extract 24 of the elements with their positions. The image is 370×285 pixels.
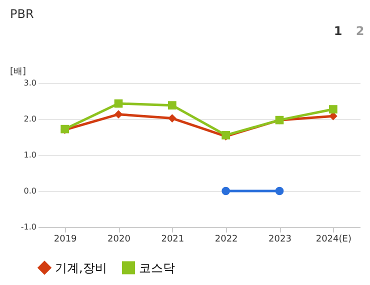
- legend-label: 코스닥: [139, 260, 175, 275]
- point: [168, 101, 176, 110]
- point: [114, 110, 123, 119]
- legend-label: 기계,장비: [55, 260, 107, 275]
- point: [328, 105, 338, 114]
- x-tick-label: 2024(E): [316, 234, 352, 244]
- y-axis-title: [배]: [10, 67, 26, 77]
- point: [275, 186, 284, 196]
- point: [168, 114, 176, 122]
- y-tick-label: 0.0: [24, 186, 36, 196]
- x-tick-label: 2021: [161, 234, 184, 244]
- x-tick-label: 2020: [108, 234, 131, 244]
- chart-title: PBR: [10, 7, 34, 21]
- text: 2: [356, 24, 364, 38]
- point: [222, 186, 230, 196]
- x-tick-label: 2023: [268, 234, 292, 244]
- y-tick-label: 3.0: [24, 78, 36, 88]
- x-tick-label: 2022: [214, 234, 238, 244]
- text: 1: [334, 24, 342, 38]
- y-tick-label: 2.0: [24, 114, 36, 124]
- point: [114, 99, 123, 108]
- y-tick-label: -1.0: [20, 222, 36, 232]
- x-tick-label: 2019: [54, 234, 78, 244]
- y-tick-label: 1.0: [24, 150, 36, 160]
